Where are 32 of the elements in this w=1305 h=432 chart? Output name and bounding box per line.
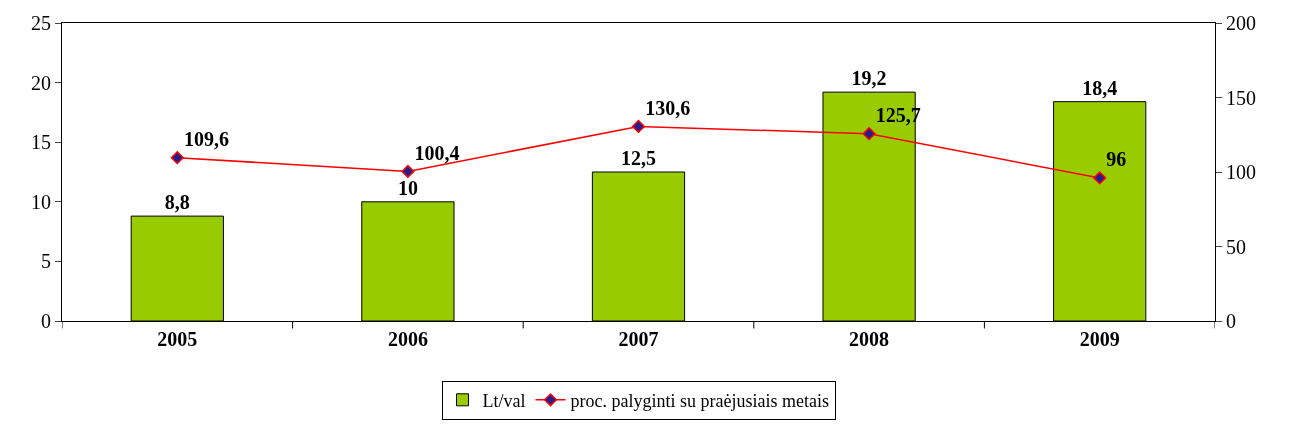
data-label: 12,5 (621, 147, 656, 169)
y-tick-label: 0 (41, 310, 51, 332)
y2-tick-label: 150 (1226, 86, 1256, 109)
data-label: 130,6 (645, 96, 691, 119)
x-tick-label: 2008 (849, 328, 890, 350)
data-label: 8,8 (164, 191, 190, 214)
y-tick-label: 15 (31, 131, 51, 154)
y-tick-label: 10 (31, 190, 51, 213)
data-label: 96 (1106, 148, 1127, 171)
x-tick-label: 2006 (387, 328, 428, 350)
y-tick-label: 20 (31, 71, 51, 94)
legend-label: Lt/val (482, 390, 526, 411)
x-tick-label: 2009 (1079, 328, 1120, 350)
y2-tick-label: 100 (1226, 161, 1256, 183)
data-label: 100,4 (414, 141, 460, 164)
point (1093, 171, 1107, 185)
point (170, 151, 184, 165)
y2-tick-label: 200 (1226, 12, 1256, 34)
legend-label: proc. palyginti su praėjusiais metais (570, 390, 829, 411)
data-label: 18,4 (1082, 76, 1118, 99)
x-tick-label: 2005 (157, 328, 198, 350)
y-tick-label: 25 (31, 12, 51, 34)
point (862, 127, 876, 141)
point (401, 164, 415, 178)
data-label: 10 (397, 176, 418, 199)
y-tick-label: 5 (41, 250, 51, 273)
y2-tick-label: 0 (1226, 310, 1236, 332)
data-label: 109,6 (183, 128, 229, 151)
x-tick-label: 2007 (618, 328, 659, 350)
data-label: 19,2 (851, 67, 887, 90)
y2-tick-label: 50 (1226, 235, 1246, 258)
point (631, 119, 646, 134)
